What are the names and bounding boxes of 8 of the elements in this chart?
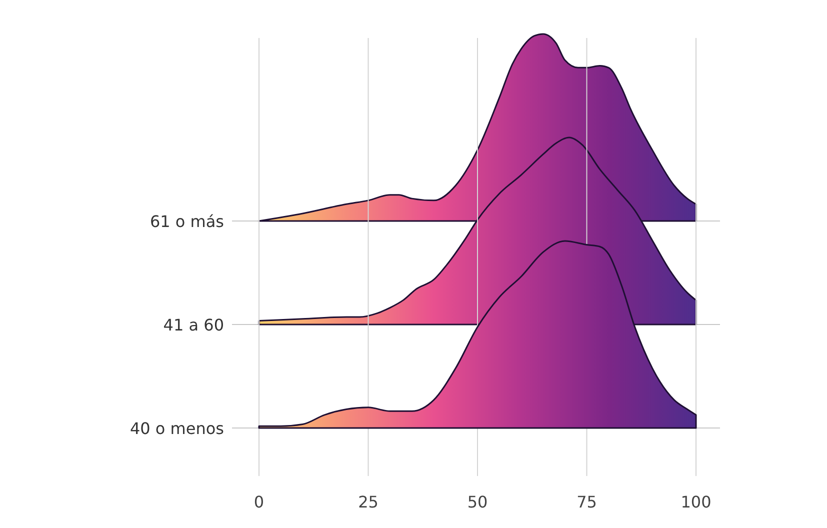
- legend-label: 41 a 60: [163, 316, 224, 334]
- x-tick-label: 75: [576, 492, 597, 512]
- x-tick-label: 50: [467, 492, 488, 512]
- legend-label: 61 o más: [150, 212, 224, 231]
- x-tick-label: 0: [254, 492, 264, 512]
- x-tick-label: 100: [680, 492, 712, 512]
- x-tick-label: 25: [358, 492, 378, 512]
- legend-label: 40 o menos: [130, 419, 224, 438]
